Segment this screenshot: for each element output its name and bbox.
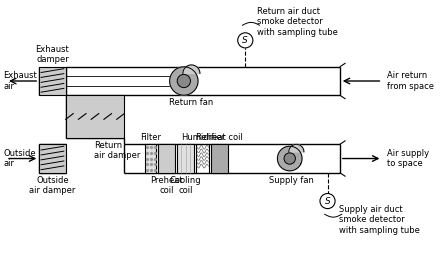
Text: Exhaust
air: Exhaust air — [3, 71, 37, 91]
Polygon shape — [278, 146, 302, 171]
Bar — [39, 67, 66, 95]
Text: Return fan: Return fan — [169, 98, 213, 107]
Bar — [177, 144, 194, 173]
Text: Supply air duct
smoke detector
with sampling tube: Supply air duct smoke detector with samp… — [339, 205, 420, 235]
Polygon shape — [170, 67, 198, 95]
Polygon shape — [289, 144, 304, 152]
Text: Cooling
coil: Cooling coil — [170, 176, 202, 195]
Text: Humidifier: Humidifier — [181, 133, 225, 142]
Circle shape — [177, 74, 191, 88]
Text: Reheat coil: Reheat coil — [196, 133, 243, 142]
Bar — [211, 144, 228, 173]
Text: Filter: Filter — [140, 133, 161, 142]
Text: Preheat
coil: Preheat coil — [150, 176, 183, 195]
Text: Outside
air: Outside air — [3, 149, 36, 168]
Text: Supply fan: Supply fan — [269, 176, 314, 185]
Polygon shape — [183, 65, 200, 73]
Text: Return
air damper: Return air damper — [94, 141, 140, 160]
Circle shape — [320, 193, 335, 209]
Bar — [158, 144, 175, 173]
Text: Outside
air damper: Outside air damper — [29, 176, 76, 195]
Bar — [66, 95, 124, 138]
Text: Exhaust
damper: Exhaust damper — [36, 44, 70, 64]
Circle shape — [238, 33, 253, 48]
Text: Return air duct
smoke detector
with sampling tube: Return air duct smoke detector with samp… — [257, 7, 337, 37]
Bar — [145, 144, 157, 173]
Text: Air return
from space: Air return from space — [387, 71, 434, 91]
Circle shape — [284, 153, 295, 164]
Text: Air supply
to space: Air supply to space — [387, 149, 429, 168]
Text: S: S — [242, 36, 248, 45]
Bar — [39, 144, 66, 173]
Text: S: S — [325, 197, 330, 206]
